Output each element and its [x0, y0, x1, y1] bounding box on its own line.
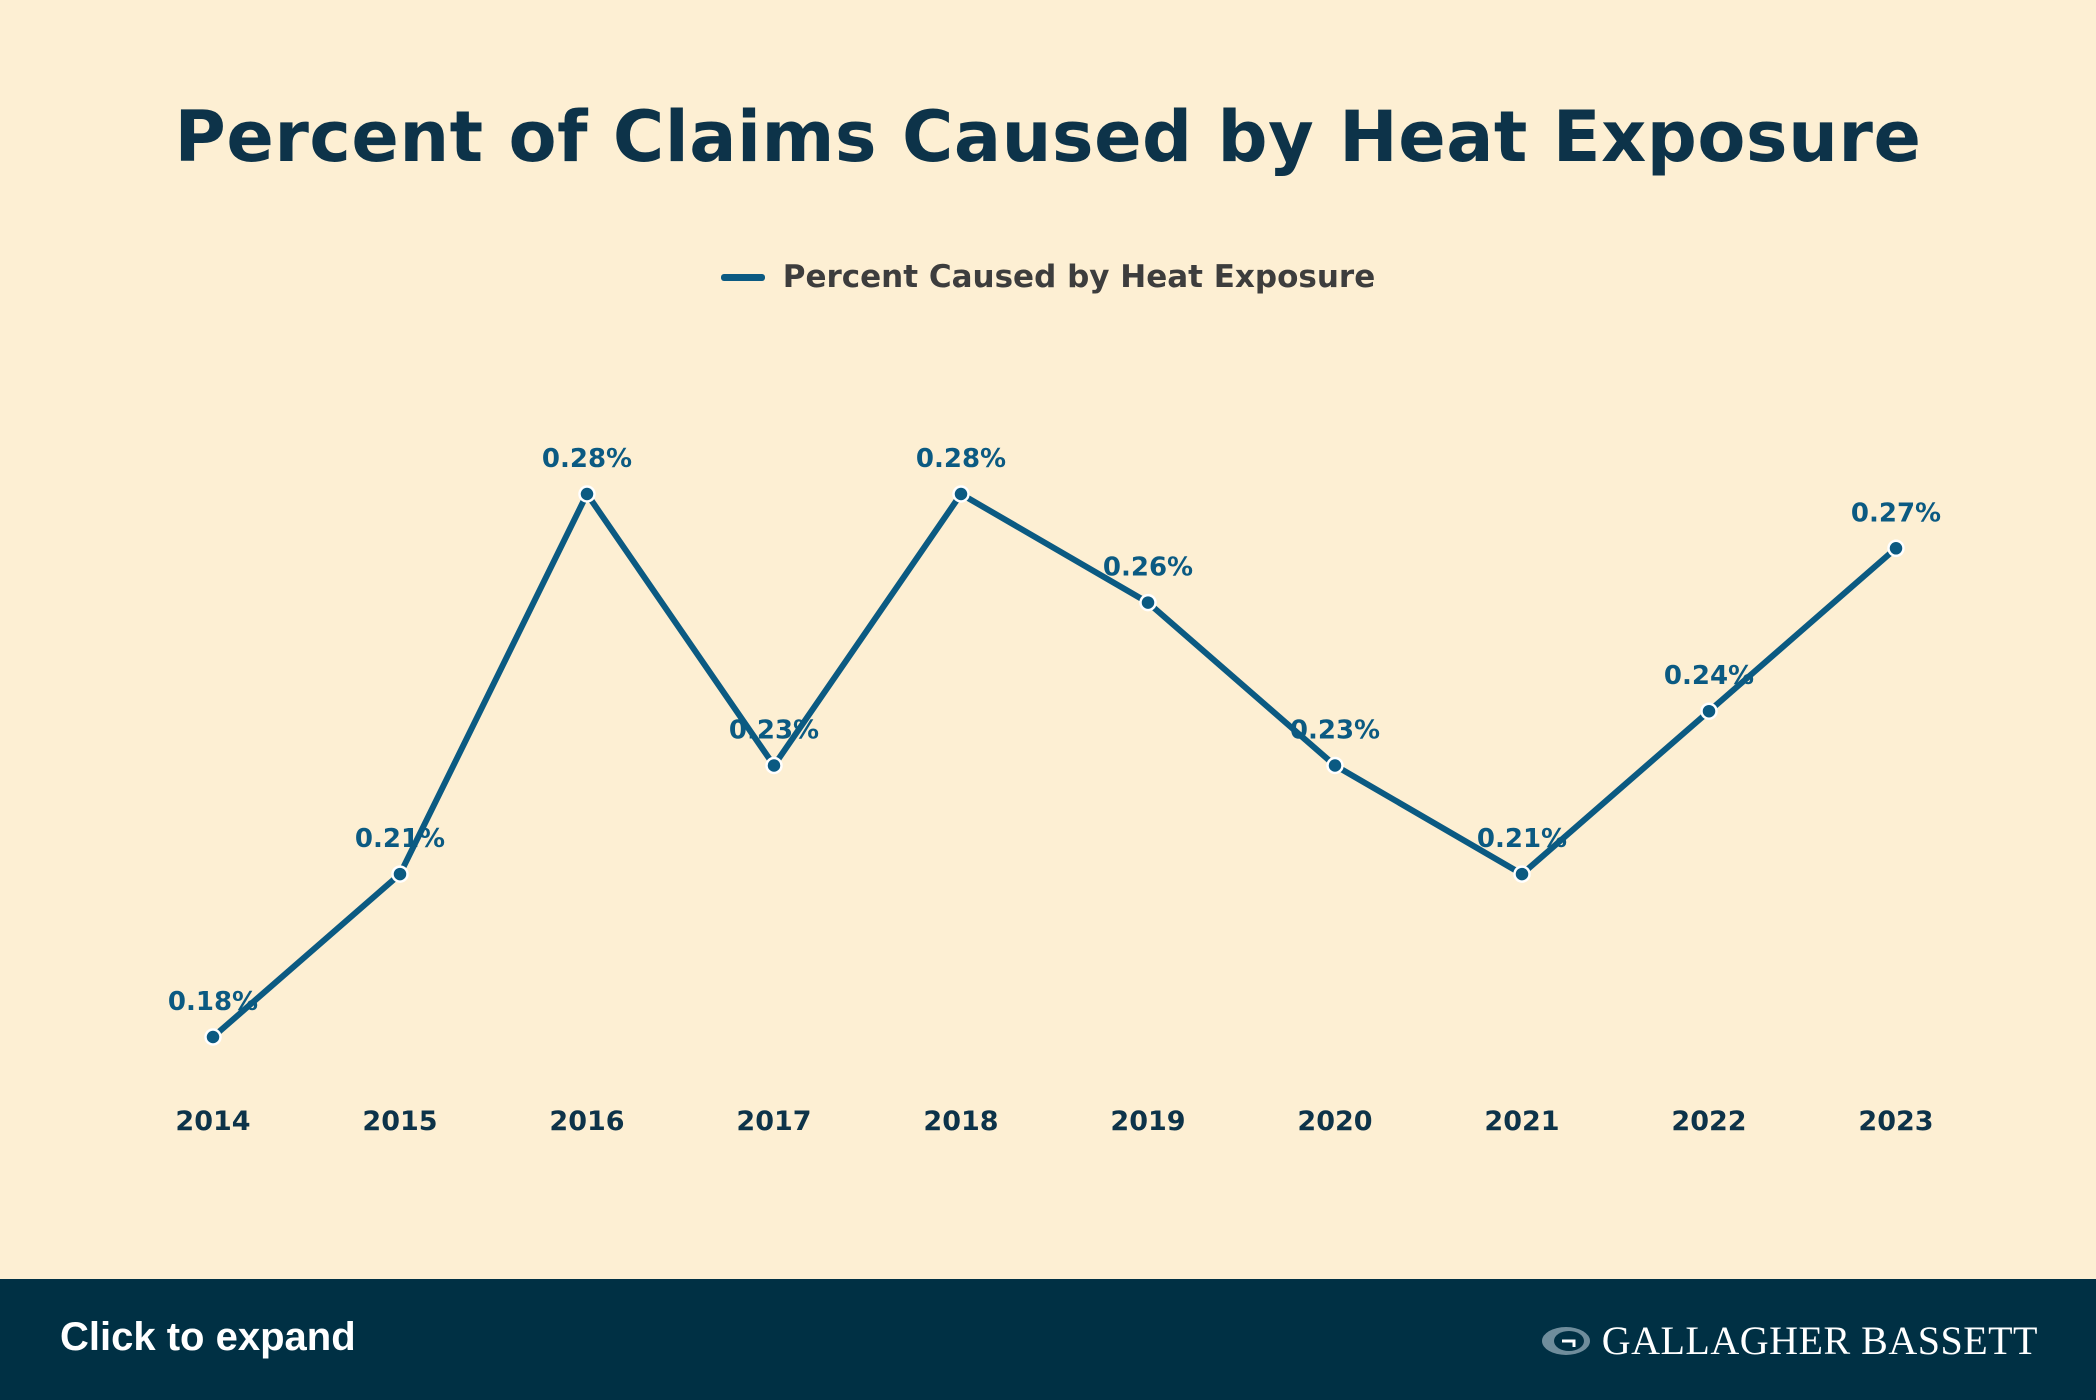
data-label: 0.21%: [355, 824, 445, 854]
x-tick-label: 2014: [175, 1106, 250, 1137]
x-tick-label: 2016: [549, 1106, 624, 1137]
x-tick-label: 2015: [362, 1106, 437, 1137]
data-point[interactable]: [952, 485, 970, 503]
x-tick-label: 2021: [1484, 1106, 1559, 1137]
data-label: 0.24%: [1664, 661, 1754, 691]
footer-bar: Click to expand GALLAGHER BASSETT: [0, 1279, 2096, 1400]
x-tick-label: 2020: [1297, 1106, 1372, 1137]
click-to-expand-link[interactable]: Click to expand: [60, 1315, 356, 1359]
data-point[interactable]: [204, 1028, 222, 1046]
legend[interactable]: Percent Caused by Heat Exposure: [0, 259, 2096, 295]
legend-label: Percent Caused by Heat Exposure: [782, 259, 1376, 295]
data-label: 0.21%: [1477, 824, 1567, 854]
data-point[interactable]: [1700, 702, 1718, 720]
gallagher-bassett-logo-icon: [1541, 1326, 1590, 1355]
chart-title: Percent of Claims Caused by Heat Exposur…: [174, 96, 1922, 178]
data-label: 0.28%: [542, 444, 632, 474]
x-tick-label: 2022: [1671, 1106, 1746, 1137]
brand-logo: GALLAGHER BASSETT: [1540, 1317, 2038, 1364]
data-label: 0.28%: [916, 444, 1006, 474]
x-tick-label: 2019: [1110, 1106, 1185, 1137]
data-point[interactable]: [1139, 593, 1157, 612]
legend-swatch: [720, 273, 765, 281]
series-line: [210, 491, 1899, 1040]
data-point[interactable]: [1887, 539, 1905, 558]
data-point[interactable]: [578, 485, 596, 503]
brand-name: GALLAGHER BASSETT: [1601, 1318, 2038, 1363]
data-point[interactable]: [765, 756, 783, 775]
data-point[interactable]: [1513, 865, 1531, 883]
x-tick-label: 2017: [736, 1106, 811, 1137]
x-tick-label: 2023: [1858, 1106, 1933, 1137]
data-label: 0.23%: [1290, 716, 1380, 746]
data-label: 0.27%: [1851, 498, 1941, 528]
data-label: 0.26%: [1103, 553, 1193, 583]
data-label: 0.18%: [168, 987, 258, 1017]
line-chart: 0.18% 2014 0.21% 2015 0.28% 2016 0.23% 2017 0.28…: [168, 444, 1941, 1137]
data-point[interactable]: [1326, 756, 1344, 775]
x-tick-label: 2018: [923, 1106, 998, 1137]
data-label: 0.23%: [729, 716, 819, 746]
data-point[interactable]: [391, 865, 409, 883]
